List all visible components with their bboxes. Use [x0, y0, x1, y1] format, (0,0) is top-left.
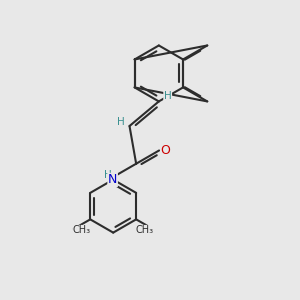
Text: N: N [108, 173, 117, 186]
Text: CH₃: CH₃ [135, 225, 154, 236]
Text: H: H [104, 170, 112, 181]
Text: H: H [164, 91, 172, 101]
Text: H: H [117, 117, 124, 127]
Text: CH₃: CH₃ [73, 225, 91, 236]
Text: O: O [160, 144, 170, 157]
